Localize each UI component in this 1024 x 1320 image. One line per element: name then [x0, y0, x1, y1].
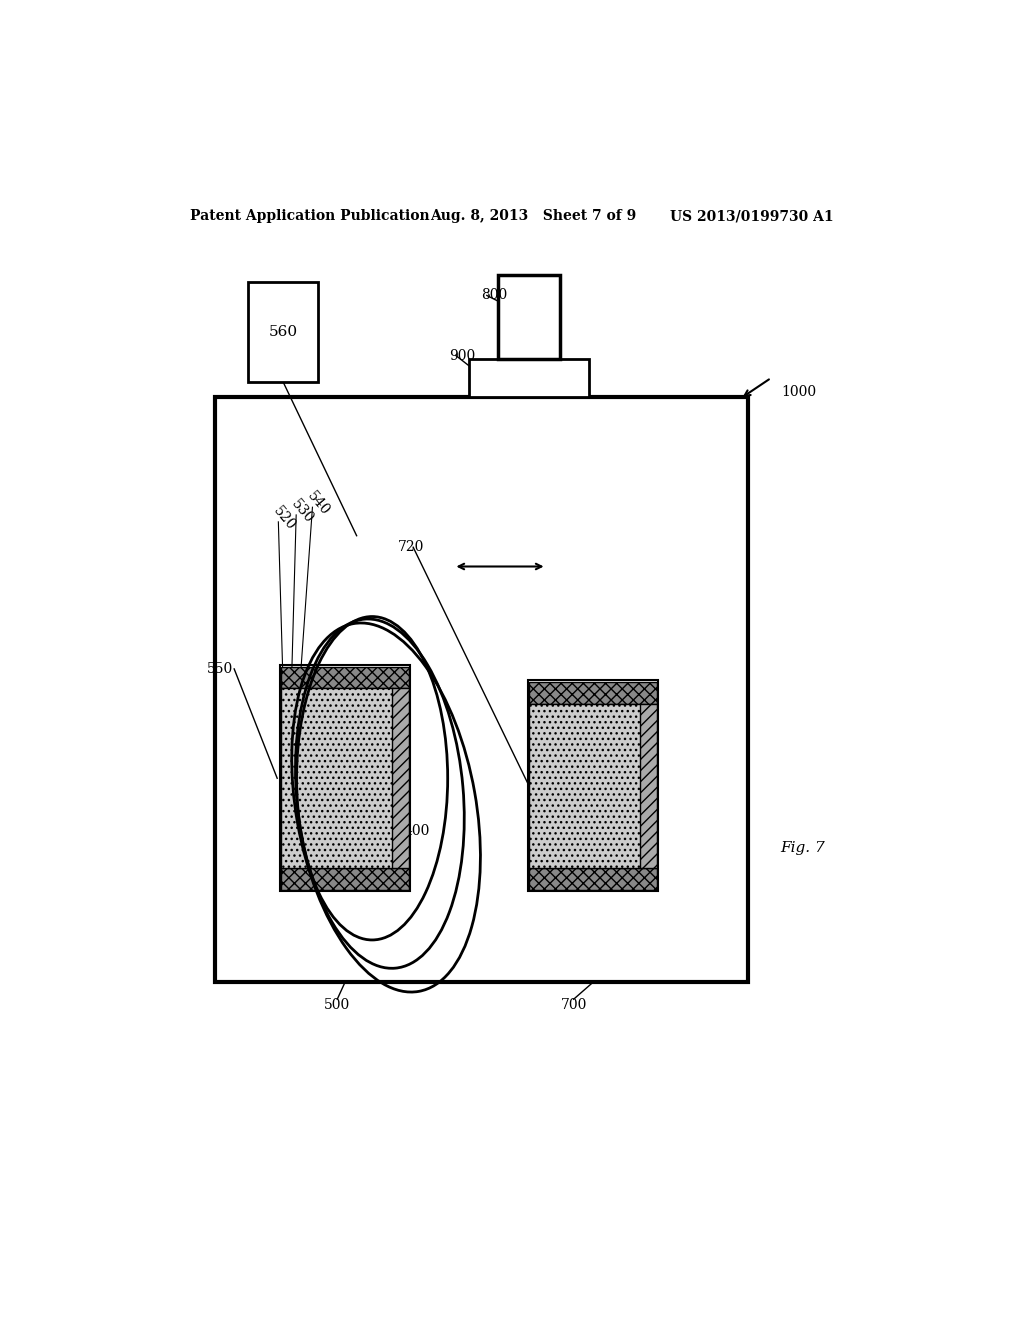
Text: Fig. 7: Fig. 7 [780, 841, 824, 854]
Text: 540: 540 [305, 488, 333, 517]
Bar [529, 869, 657, 890]
Text: 500: 500 [325, 998, 350, 1012]
Text: 560: 560 [268, 325, 298, 339]
Bar [499, 276, 560, 359]
Text: 400: 400 [403, 824, 430, 838]
Bar [215, 397, 748, 982]
Bar [529, 682, 657, 704]
Bar [281, 667, 409, 688]
Bar [640, 704, 657, 869]
Bar [281, 688, 393, 869]
Bar [281, 869, 409, 890]
Bar [527, 681, 658, 891]
Text: 700: 700 [560, 998, 587, 1012]
Text: 720: 720 [397, 540, 424, 554]
Text: 800: 800 [480, 289, 507, 302]
Bar [280, 665, 411, 891]
Text: 520: 520 [270, 503, 298, 532]
Bar [469, 359, 589, 397]
Text: 1000: 1000 [781, 384, 816, 399]
Text: Aug. 8, 2013   Sheet 7 of 9: Aug. 8, 2013 Sheet 7 of 9 [430, 209, 637, 223]
Text: 550: 550 [207, 661, 232, 676]
Text: US 2013/0199730 A1: US 2013/0199730 A1 [671, 209, 835, 223]
Bar [392, 688, 409, 869]
Bar [529, 704, 641, 869]
Bar [248, 281, 317, 381]
Text: 530: 530 [289, 496, 316, 525]
Text: 900: 900 [450, 348, 476, 363]
Text: Patent Application Publication: Patent Application Publication [190, 209, 430, 223]
